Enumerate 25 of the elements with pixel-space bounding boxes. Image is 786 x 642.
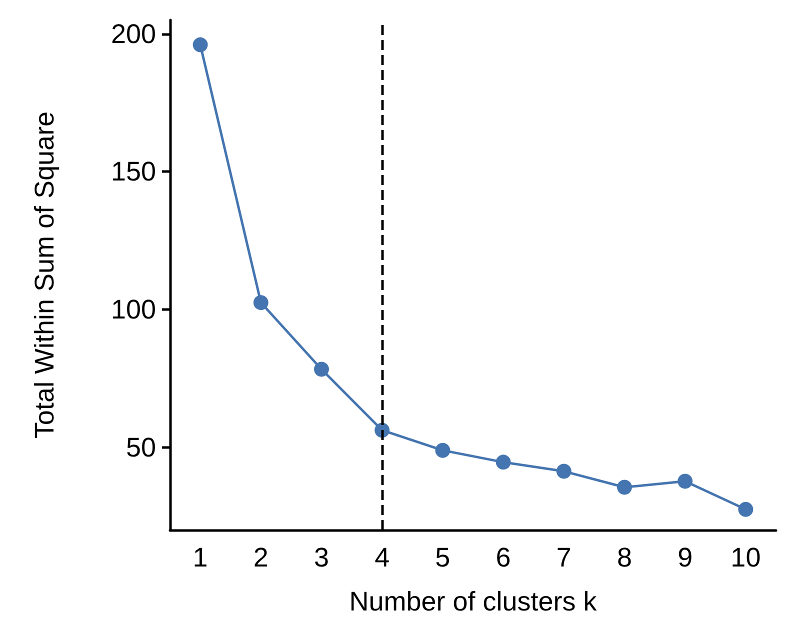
- x-tick-label: 1: [192, 542, 208, 572]
- point: [496, 454, 511, 470]
- point: [617, 480, 632, 495]
- y-tick-label: 100: [110, 294, 156, 324]
- point: [314, 362, 329, 377]
- y-tick-label: 150: [110, 156, 156, 187]
- x-tick-label: 7: [556, 542, 572, 572]
- x-tick-label: 9: [678, 542, 693, 572]
- point: [738, 502, 754, 517]
- x-tick-label: 3: [314, 542, 330, 572]
- point: [192, 37, 208, 52]
- x-tick-label: 8: [616, 542, 632, 572]
- point: [678, 474, 693, 489]
- x-tick-label: 5: [435, 542, 450, 572]
- x-tick-label: 10: [730, 542, 761, 572]
- point: [253, 295, 268, 310]
- x-axis-title: Number of clusters k: [349, 586, 598, 616]
- x-tick-label: 6: [496, 542, 511, 572]
- y-tick-label: 50: [126, 432, 156, 462]
- point: [435, 442, 450, 458]
- y-tick-label: 200: [110, 18, 156, 49]
- point: [556, 464, 572, 479]
- x-tick-label: 4: [374, 542, 390, 572]
- x-tick-label: 2: [253, 542, 268, 572]
- y-axis-title: Total Within Sum of Square: [30, 111, 60, 439]
